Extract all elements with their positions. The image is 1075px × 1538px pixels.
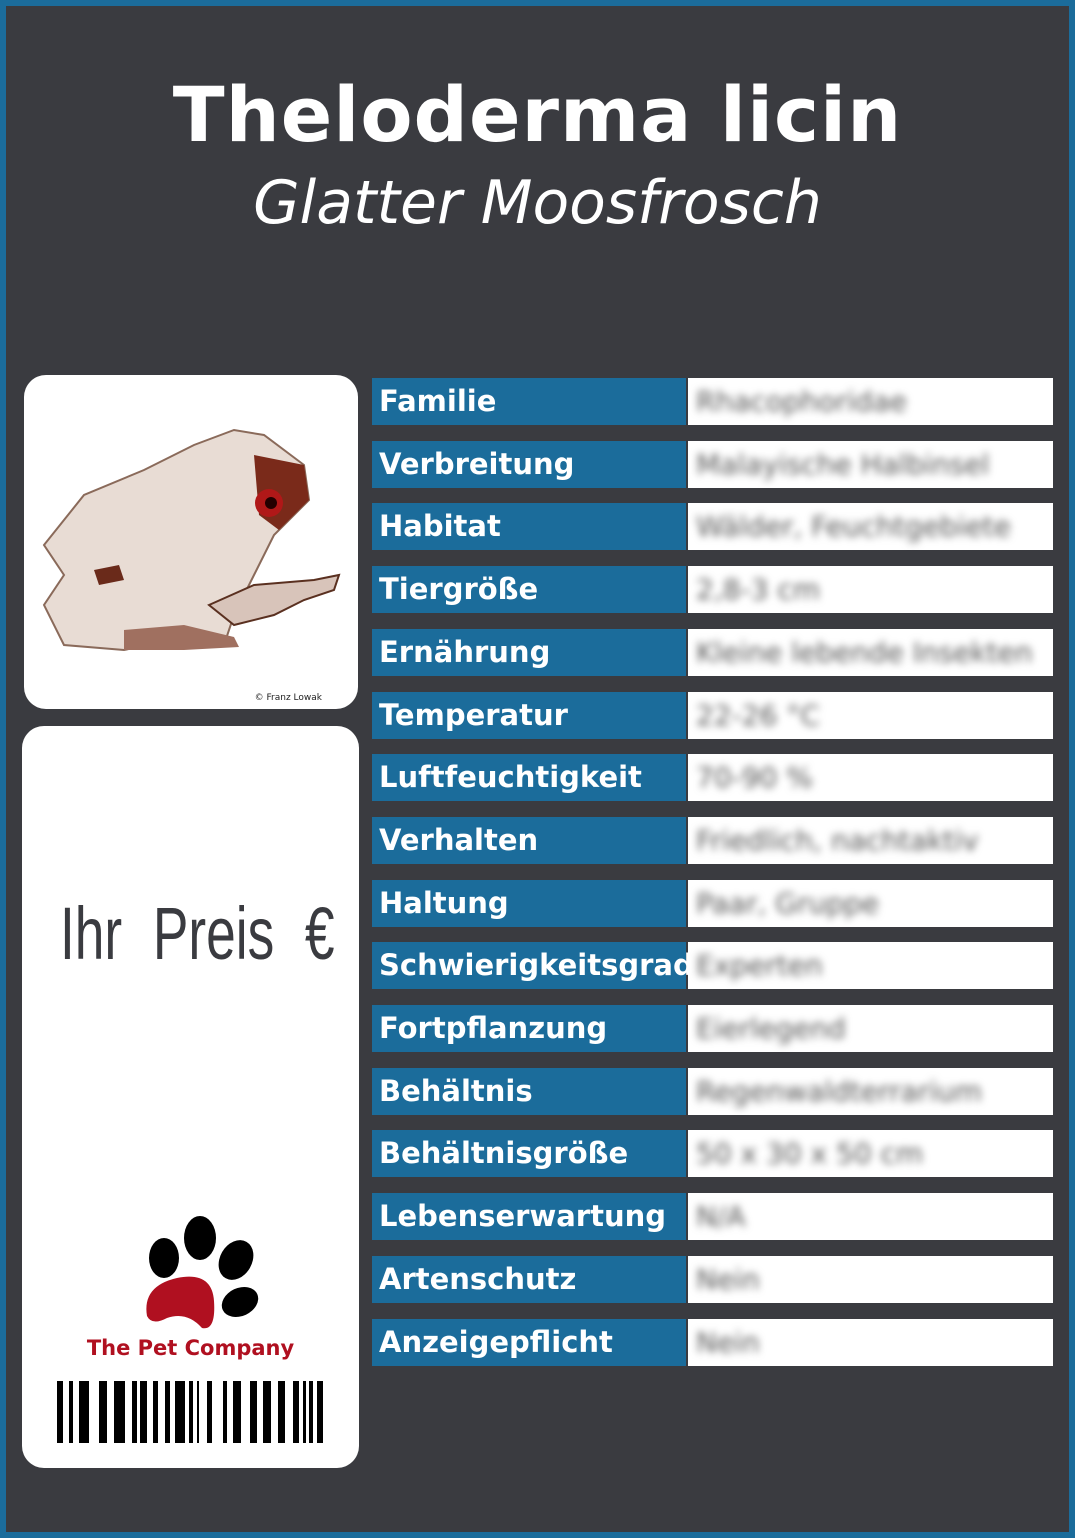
info-value-text: Malayische Halbinsel bbox=[696, 447, 990, 481]
info-value: Wälder, Feuchtgebiete bbox=[688, 503, 1053, 551]
info-row: Schwierigkeitsgrad Experten bbox=[372, 942, 1053, 990]
info-label: Tiergröße bbox=[372, 566, 686, 614]
info-row: Lebenserwartung N/A bbox=[372, 1193, 1053, 1241]
info-value-text: 50 x 30 x 50 cm bbox=[696, 1137, 924, 1171]
info-value: Malayische Halbinsel bbox=[688, 440, 1053, 488]
frog-image bbox=[42, 428, 341, 652]
info-value: Nein bbox=[688, 1255, 1053, 1303]
info-label: Artenschutz bbox=[372, 1255, 686, 1303]
info-row: Artenschutz Nein bbox=[372, 1255, 1053, 1303]
photo-credit: © Franz Lowak bbox=[254, 693, 322, 703]
info-label: Temperatur bbox=[372, 691, 686, 739]
info-row: Familie Rhacophoridae bbox=[372, 378, 1053, 425]
info-value: Rhacophoridae bbox=[688, 378, 1053, 425]
info-row: Behältnisgröße 50 x 30 x 50 cm bbox=[372, 1130, 1053, 1178]
info-value: 22-26 °C bbox=[688, 691, 1053, 739]
price-card: Ihr Preis € The Pet Company bbox=[22, 726, 359, 1468]
barcode-bar bbox=[197, 1381, 199, 1443]
info-label: Anzeigepflicht bbox=[372, 1318, 686, 1366]
barcode-bar bbox=[263, 1381, 271, 1443]
info-label: Fortpflanzung bbox=[372, 1005, 686, 1052]
brand-name: The Pet Company bbox=[86, 1336, 295, 1360]
info-value: Kleine lebende Insekten bbox=[688, 628, 1053, 676]
barcode-bar bbox=[223, 1381, 227, 1443]
info-row: Verbreitung Malayische Halbinsel bbox=[372, 440, 1053, 488]
info-value-text: Nein bbox=[696, 1325, 760, 1359]
info-row: Ernährung Kleine lebende Insekten bbox=[372, 628, 1053, 676]
info-value-text: Nein bbox=[696, 1262, 760, 1296]
info-row: Tiergröße 2,8-3 cm bbox=[372, 566, 1053, 614]
info-label: Behältnisgröße bbox=[372, 1130, 686, 1178]
info-value-text: Kleine lebende Insekten bbox=[696, 635, 1033, 669]
info-value: Experten bbox=[688, 942, 1053, 990]
info-value: 50 x 30 x 50 cm bbox=[688, 1130, 1053, 1178]
info-value-text: 70-90 % bbox=[696, 761, 813, 795]
barcode-bar bbox=[114, 1381, 125, 1443]
info-row: Haltung Paar, Gruppe bbox=[372, 879, 1053, 927]
barcode-bar bbox=[175, 1381, 185, 1443]
barcode bbox=[57, 1381, 323, 1443]
barcode-bar bbox=[250, 1381, 257, 1443]
barcode-bar bbox=[153, 1381, 158, 1443]
barcode-bar bbox=[57, 1381, 63, 1443]
info-row: Temperatur 22-26 °C bbox=[372, 691, 1053, 739]
photo-card: © Franz Lowak bbox=[24, 375, 358, 709]
info-value: 70-90 % bbox=[688, 754, 1053, 802]
barcode-bar bbox=[278, 1381, 285, 1443]
barcode-bar bbox=[207, 1381, 212, 1443]
info-row: Habitat Wälder, Feuchtgebiete bbox=[372, 503, 1053, 551]
info-value-text: Eierlegend bbox=[696, 1012, 846, 1045]
barcode-bar bbox=[303, 1381, 306, 1443]
species-title: Theloderma licin bbox=[172, 70, 903, 159]
info-label: Haltung bbox=[372, 879, 686, 927]
barcode-bar bbox=[140, 1381, 147, 1443]
barcode-bar bbox=[79, 1381, 89, 1443]
info-value-text: Rhacophoridae bbox=[696, 385, 907, 418]
barcode-bar bbox=[99, 1381, 107, 1443]
info-value-text: 22-26 °C bbox=[696, 698, 820, 732]
info-label: Ernährung bbox=[372, 628, 686, 676]
paw-logo-icon bbox=[146, 1216, 259, 1329]
common-name: Glatter Moosfrosch bbox=[253, 168, 822, 238]
info-row: Fortpflanzung Eierlegend bbox=[372, 1005, 1053, 1052]
info-value-text: Regenwaldterrarium bbox=[696, 1074, 982, 1108]
barcode-bar bbox=[189, 1381, 193, 1443]
info-label: Verhalten bbox=[372, 816, 686, 864]
info-value: Regenwaldterrarium bbox=[688, 1067, 1053, 1115]
info-value: Eierlegend bbox=[688, 1005, 1053, 1052]
info-value: Friedlich, nachtaktiv bbox=[688, 816, 1053, 864]
info-value-text: Experten bbox=[696, 949, 823, 983]
price-label: Ihr Preis € bbox=[60, 892, 335, 975]
info-label: Verbreitung bbox=[372, 440, 686, 488]
info-row: Luftfeuchtigkeit 70-90 % bbox=[372, 754, 1053, 802]
info-value-text: Wälder, Feuchtgebiete bbox=[696, 510, 1011, 544]
info-label: Schwierigkeitsgrad bbox=[372, 942, 694, 990]
barcode-bar bbox=[309, 1381, 313, 1443]
info-value: 2,8-3 cm bbox=[688, 566, 1053, 614]
info-label: Luftfeuchtigkeit bbox=[372, 754, 686, 802]
info-value-text: Paar, Gruppe bbox=[696, 886, 879, 920]
info-label: Lebenserwartung bbox=[372, 1193, 686, 1241]
info-label: Habitat bbox=[372, 503, 686, 551]
barcode-bar bbox=[69, 1381, 73, 1443]
barcode-bar bbox=[233, 1381, 241, 1443]
info-value: Paar, Gruppe bbox=[688, 879, 1053, 927]
info-value: Nein bbox=[688, 1318, 1053, 1366]
info-value-text: N/A bbox=[696, 1200, 746, 1234]
info-row: Behältnis Regenwaldterrarium bbox=[372, 1067, 1053, 1115]
info-row: Verhalten Friedlich, nachtaktiv bbox=[372, 816, 1053, 864]
info-value-text: Friedlich, nachtaktiv bbox=[696, 823, 979, 857]
barcode-bar bbox=[293, 1381, 299, 1443]
barcode-bar bbox=[132, 1381, 137, 1443]
info-value: N/A bbox=[688, 1193, 1053, 1241]
info-label: Behältnis bbox=[372, 1067, 686, 1115]
barcode-bar bbox=[165, 1381, 170, 1443]
info-value-text: 2,8-3 cm bbox=[696, 573, 821, 607]
info-label: Familie bbox=[372, 378, 686, 425]
barcode-bar bbox=[317, 1381, 323, 1443]
info-row: Anzeigepflicht Nein bbox=[372, 1318, 1053, 1366]
